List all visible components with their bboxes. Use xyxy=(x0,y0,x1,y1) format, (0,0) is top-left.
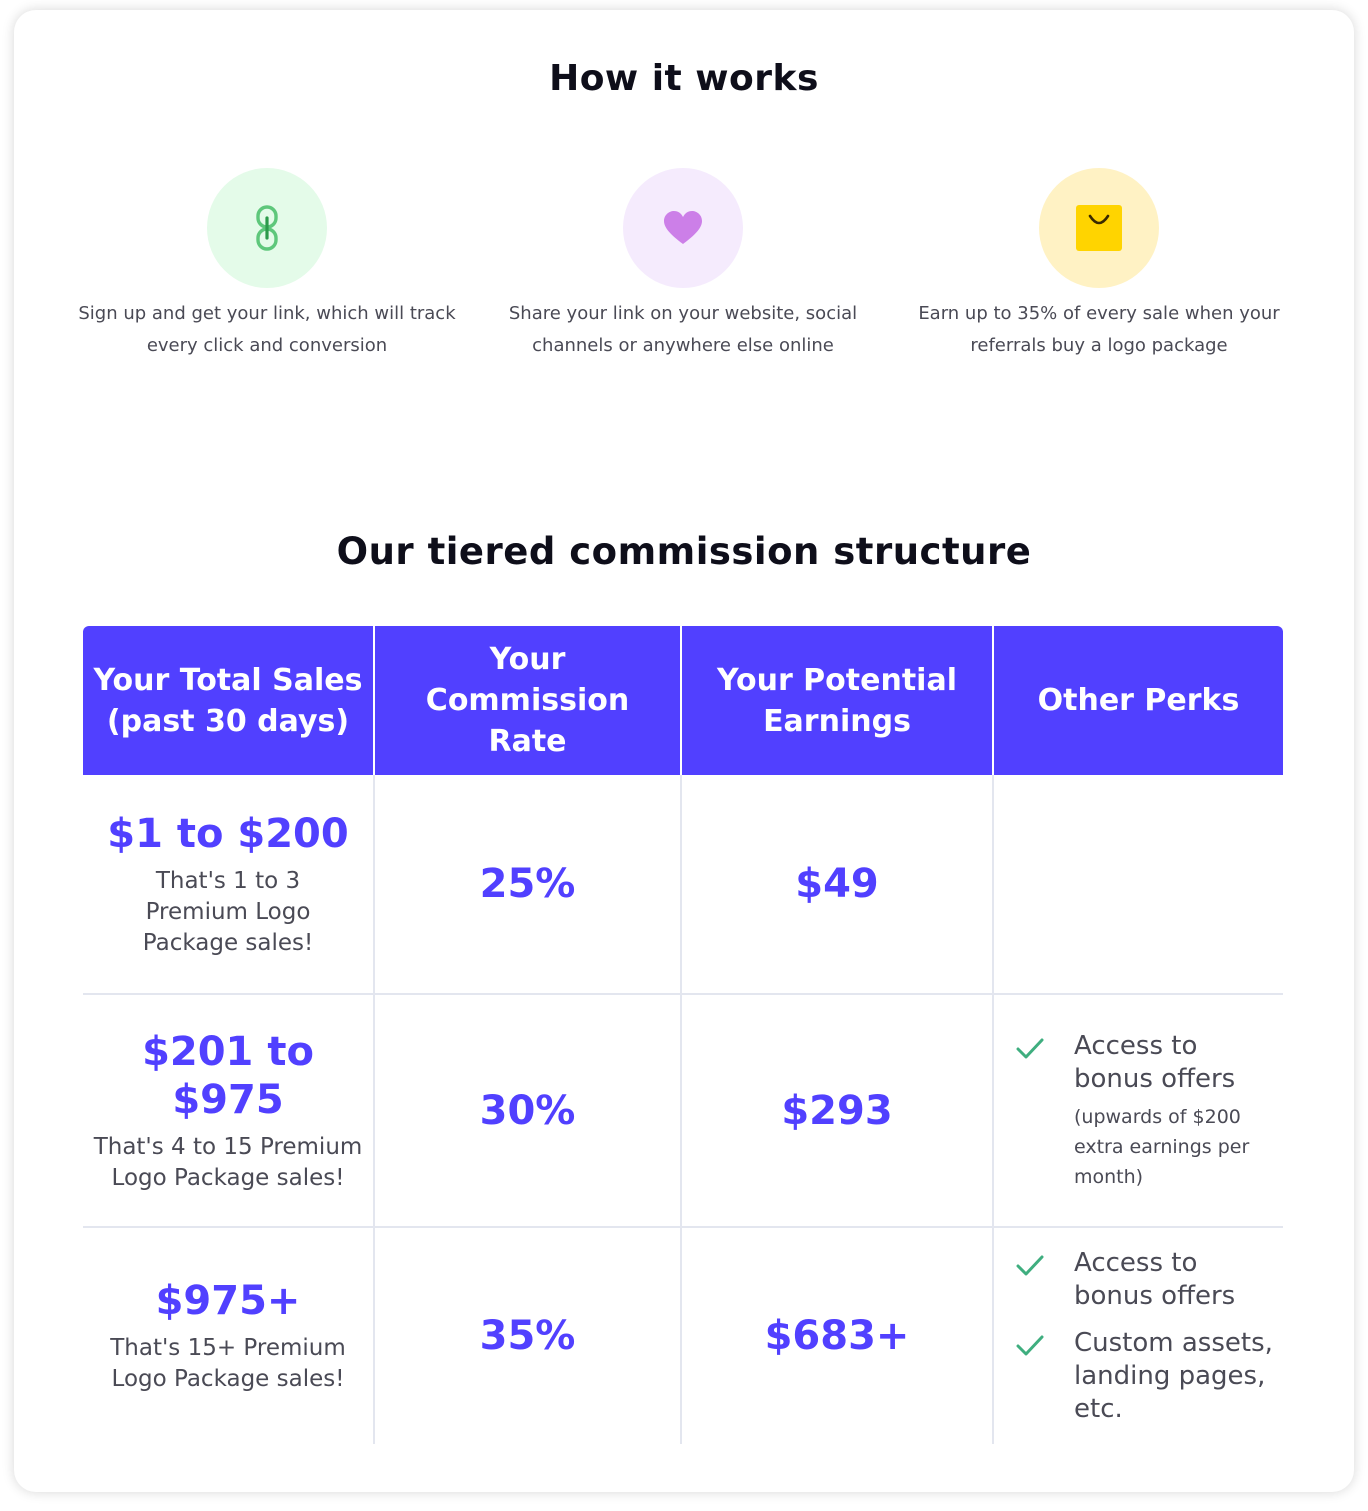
earnings-cell: $683+ xyxy=(682,1228,994,1444)
potential-earnings: $683+ xyxy=(764,1313,910,1359)
sales-cell: $975+ That's 15+ Premium Logo Package sa… xyxy=(83,1228,375,1444)
sales-note: That's 15+ Premium Logo Package sales! xyxy=(110,1335,346,1392)
perk-label: Access to bonus offers xyxy=(1074,1030,1236,1094)
heart-icon xyxy=(664,211,702,244)
potential-earnings: $49 xyxy=(795,861,879,907)
how-it-works-title: How it works xyxy=(549,58,819,99)
table-row: $975+ That's 15+ Premium Logo Package sa… xyxy=(83,1226,1283,1444)
potential-earnings: $293 xyxy=(781,1087,893,1134)
sales-range: $1 to $200 xyxy=(107,810,349,857)
link-icon xyxy=(256,205,278,251)
commission-table: Your Total Sales (past 30 days) Your Com… xyxy=(83,626,1283,1444)
perk-label: Custom assets, landing pages, etc. xyxy=(1074,1327,1273,1424)
check-icon xyxy=(1016,1038,1044,1058)
perk-item: Custom assets, landing pages, etc. xyxy=(1014,1327,1274,1426)
sales-cell: $201 to $975 That's 4 to 15 Premium Logo… xyxy=(83,995,375,1226)
commission-rate: 35% xyxy=(479,1313,576,1359)
commission-title: Our tiered commission structure xyxy=(336,530,1032,573)
table-header: Your Total Sales (past 30 days) Your Com… xyxy=(83,626,1283,775)
sales-cell: $1 to $200 That's 1 to 3 Premium Logo Pa… xyxy=(83,775,375,993)
content-card: How it works Sign up and get your link, … xyxy=(14,10,1354,1492)
earnings-cell: $49 xyxy=(682,775,994,993)
step-text: Share your link on your website, social … xyxy=(508,303,858,356)
commission-rate: 30% xyxy=(479,1087,576,1134)
perks-cell xyxy=(994,775,1283,993)
earnings-cell: $293 xyxy=(682,995,994,1226)
perks-cell: Access to bonus offers Custom assets, la… xyxy=(994,1228,1283,1444)
rate-cell: 35% xyxy=(375,1228,682,1444)
perk-label: Access to bonus offers xyxy=(1074,1247,1236,1311)
table-row: $201 to $975 That's 4 to 15 Premium Logo… xyxy=(83,993,1283,1226)
perk-sublabel: (upwards of $200 extra earnings per mont… xyxy=(1074,1105,1250,1188)
perk-item: Access to bonus offers (upwards of $200 … xyxy=(1014,1030,1274,1192)
perk-item: Access to bonus offers xyxy=(1014,1247,1274,1313)
header-potential-earnings: Your Potential Earnings xyxy=(682,626,994,775)
step-share: Share your link on your website, social … xyxy=(483,168,883,362)
step-signup: Sign up and get your link, which will tr… xyxy=(67,168,467,362)
header-commission-rate: Your Commission Rate xyxy=(375,626,682,775)
check-icon xyxy=(1016,1255,1044,1275)
rate-cell: 30% xyxy=(375,995,682,1226)
sales-note: That's 4 to 15 Premium Logo Package sale… xyxy=(93,1133,363,1191)
step-icon-circle xyxy=(1039,168,1159,288)
check-icon xyxy=(1016,1335,1044,1355)
header-other-perks: Other Perks xyxy=(1037,683,1240,718)
step-text: Earn up to 35% of every sale when your r… xyxy=(918,303,1280,356)
step-icon-circle xyxy=(623,168,743,288)
step-icon-circle xyxy=(207,168,327,288)
sales-note: That's 1 to 3 Premium Logo Package sales… xyxy=(142,867,314,956)
step-text: Sign up and get your link, which will tr… xyxy=(78,303,456,356)
sales-range: $975+ xyxy=(155,1278,301,1324)
perks-cell: Access to bonus offers (upwards of $200 … xyxy=(994,995,1283,1226)
rate-cell: 25% xyxy=(375,775,682,993)
shopping-bag-icon xyxy=(1076,205,1122,251)
table-row: $1 to $200 That's 1 to 3 Premium Logo Pa… xyxy=(83,775,1283,993)
header-total-sales: Your Total Sales (past 30 days) xyxy=(83,626,375,775)
commission-rate: 25% xyxy=(479,861,576,907)
step-earn: Earn up to 35% of every sale when your r… xyxy=(899,168,1299,362)
sales-range: $201 to $975 xyxy=(142,1028,314,1123)
